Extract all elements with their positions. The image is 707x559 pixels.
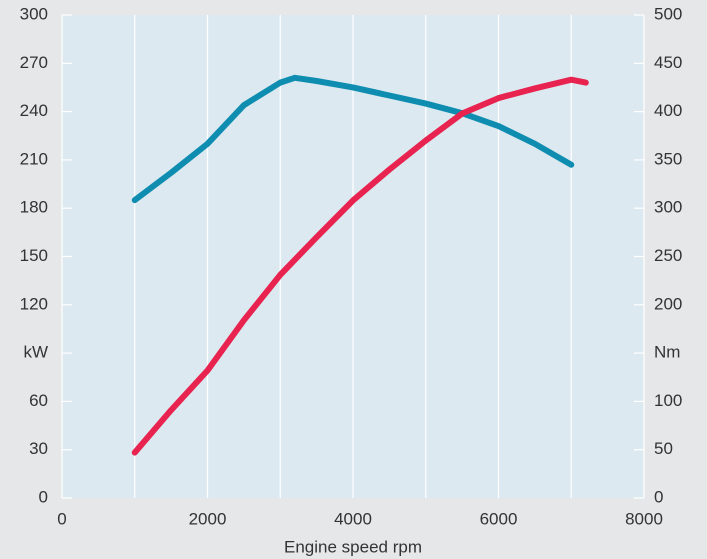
y2-tick-label: Nm [654, 343, 680, 362]
y-tick-label: kW [23, 343, 48, 362]
series-line [131, 76, 589, 456]
y2-tick-label: 500 [654, 4, 682, 23]
y2-tick-label: 400 [654, 101, 682, 120]
y2-tick-label: 50 [654, 439, 673, 458]
y2-tick-label: 350 [654, 149, 682, 168]
y-tick-label: 240 [20, 101, 48, 120]
y-tick-label: 60 [29, 391, 48, 410]
y-tick-label: 0 [39, 487, 48, 506]
y-tick-label: 210 [20, 149, 48, 168]
y2-tick-label: 450 [654, 53, 682, 72]
y2-tick-label: 100 [654, 391, 682, 410]
x-tick-label: 4000 [334, 509, 372, 528]
y2-tick-label: 200 [654, 294, 682, 313]
x-tick-label: 8000 [625, 509, 663, 528]
x-tick-label: 0 [57, 509, 66, 528]
series-line [131, 74, 575, 204]
y-tick-label: 150 [20, 246, 48, 265]
y2-tick-label: 0 [654, 487, 663, 506]
y-tick-label: 270 [20, 53, 48, 72]
x-tick-label: 6000 [480, 509, 518, 528]
y-tick-label: 300 [20, 4, 48, 23]
y-tick-label: 120 [20, 294, 48, 313]
y-tick-label: 180 [20, 198, 48, 217]
x-axis-label: Engine speed rpm [284, 537, 422, 556]
y-tick-label: 30 [29, 439, 48, 458]
x-tick-label: 2000 [189, 509, 227, 528]
y2-tick-label: 250 [654, 246, 682, 265]
y2-tick-label: 300 [654, 198, 682, 217]
